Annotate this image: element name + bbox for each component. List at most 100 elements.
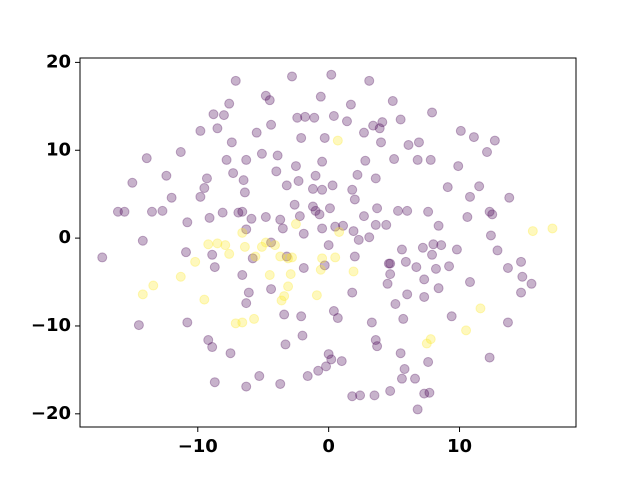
scatter-point (355, 390, 366, 401)
scatter-point (347, 391, 358, 402)
scatter-point (364, 232, 375, 243)
scatter-point (485, 230, 496, 241)
scatter-point (446, 311, 457, 322)
scatter-point (146, 206, 157, 217)
scatter-point (208, 109, 219, 120)
scatter-point (148, 280, 159, 291)
scatter-point (237, 227, 248, 238)
scatter-point (237, 270, 248, 281)
scatter-point (330, 252, 341, 263)
scatter-point (377, 117, 388, 128)
scatter-point (419, 388, 430, 399)
scatter-point (372, 341, 383, 352)
scatter-point (230, 75, 241, 86)
scatter-point (423, 356, 434, 367)
scatter-point (317, 223, 328, 234)
scatter-point (296, 132, 307, 143)
scatter-point (119, 206, 130, 217)
scatter-point (276, 295, 287, 306)
scatter-point (264, 270, 275, 281)
scatter-point (249, 313, 260, 324)
scatter-point (364, 75, 375, 86)
scatter-point (290, 219, 301, 230)
scatter-point (366, 317, 377, 328)
scatter-point (175, 271, 186, 282)
scatter-point (423, 206, 434, 217)
scatter-point (241, 381, 252, 392)
scatter-point (374, 123, 385, 134)
scatter-point (323, 349, 334, 360)
scatter-point (285, 269, 296, 280)
scatter-point (241, 224, 252, 235)
scatter-point (338, 220, 349, 231)
scatter-point (385, 269, 396, 280)
scatter-point (266, 237, 277, 248)
scatter-point (482, 147, 493, 158)
scatter-point (283, 281, 294, 292)
scatter-point (462, 212, 473, 223)
scatter-point (221, 154, 232, 165)
scatter-point (358, 211, 369, 222)
x-tick-label: 0 (322, 436, 335, 457)
scatter-point (310, 205, 321, 216)
scatter-point (207, 342, 218, 353)
scatter-point (133, 320, 144, 331)
scatter-point (381, 219, 392, 230)
scatter-point (389, 154, 400, 165)
scatter-point (526, 278, 537, 289)
scatter-point (383, 258, 394, 269)
scatter-point (279, 309, 290, 320)
scatter-point (370, 173, 381, 184)
scatter-point (275, 214, 286, 225)
scatter-point (352, 169, 363, 180)
scatter-point (237, 206, 248, 217)
scatter-point (425, 334, 436, 345)
scatter-point (314, 209, 325, 220)
scatter-point (260, 90, 271, 101)
scatter-point (484, 206, 495, 217)
scatter-point (412, 154, 423, 165)
scatter-point (224, 98, 235, 109)
scatter-point (97, 252, 108, 263)
scatter-point (203, 239, 214, 250)
scatter-point (419, 274, 430, 285)
scatter-point (272, 150, 283, 161)
scatter-point (436, 240, 447, 251)
scatter-point (309, 112, 320, 123)
scatter-point (430, 263, 441, 274)
scatter-point (195, 125, 206, 136)
scatter-point (370, 335, 381, 346)
scatter-point (424, 387, 435, 398)
scatter-point (181, 247, 192, 258)
scatter-point (324, 203, 335, 214)
scatter-point (141, 153, 152, 164)
scatter-point (502, 262, 513, 273)
scatter-point (287, 252, 298, 263)
scatter-point (347, 287, 358, 298)
scatter-point (302, 371, 313, 382)
scatter-point (385, 258, 396, 269)
scatter-point (387, 96, 398, 107)
scatter-point (474, 181, 485, 192)
scatter-point (323, 240, 334, 251)
scatter-point (412, 404, 423, 415)
y-tick-label: −20 (31, 403, 71, 424)
scatter-point (453, 161, 464, 172)
scatter-point (319, 260, 330, 271)
scatter-point (427, 249, 438, 260)
scatter-point (226, 137, 237, 148)
scatter-point (433, 220, 444, 231)
scatter-point (315, 264, 326, 275)
scatter-point (402, 205, 413, 216)
scatter-point (218, 110, 229, 121)
scatter-point (489, 135, 500, 146)
scatter-point (396, 244, 407, 255)
scatter-point (369, 390, 380, 401)
scatter-point (461, 325, 472, 336)
scatter-point (317, 156, 328, 167)
scatter-point (332, 135, 343, 146)
scatter-point (413, 137, 424, 148)
scatter-point (464, 191, 475, 202)
scatter-point (547, 223, 558, 234)
